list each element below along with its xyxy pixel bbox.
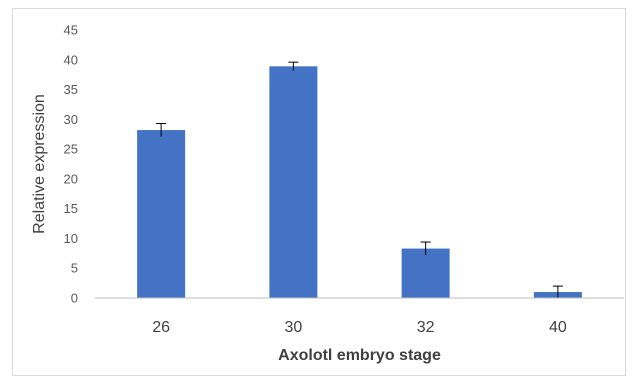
y-tick-label: 25 xyxy=(64,142,78,157)
y-tick-label: 30 xyxy=(64,112,78,127)
bar xyxy=(137,130,186,298)
y-axis-ticks: 0 5 10 15 20 25 30 35 40 45 xyxy=(64,23,78,306)
y-tick-label: 40 xyxy=(64,52,78,67)
x-tick-label: 26 xyxy=(152,319,170,336)
y-tick-label: 0 xyxy=(71,291,78,306)
y-tick-label: 20 xyxy=(64,171,78,186)
y-tick-label: 5 xyxy=(71,261,78,276)
x-axis-title: Axolotl embryo stage xyxy=(278,347,441,364)
x-tick-label: 32 xyxy=(417,319,435,336)
x-tick-label: 40 xyxy=(549,319,567,336)
error-bars xyxy=(156,61,563,298)
x-axis-labels: 26 30 32 40 xyxy=(152,319,567,336)
x-tick-label: 30 xyxy=(284,319,302,336)
y-tick-label: 10 xyxy=(64,231,78,246)
y-tick-label: 35 xyxy=(64,82,78,97)
y-tick-label: 45 xyxy=(64,23,78,38)
bars xyxy=(137,66,582,298)
y-tick-label: 15 xyxy=(64,201,78,216)
y-axis-title: Relative expression xyxy=(31,94,48,234)
bar xyxy=(401,248,450,298)
bar xyxy=(269,66,318,298)
chart-frame xyxy=(12,8,626,376)
